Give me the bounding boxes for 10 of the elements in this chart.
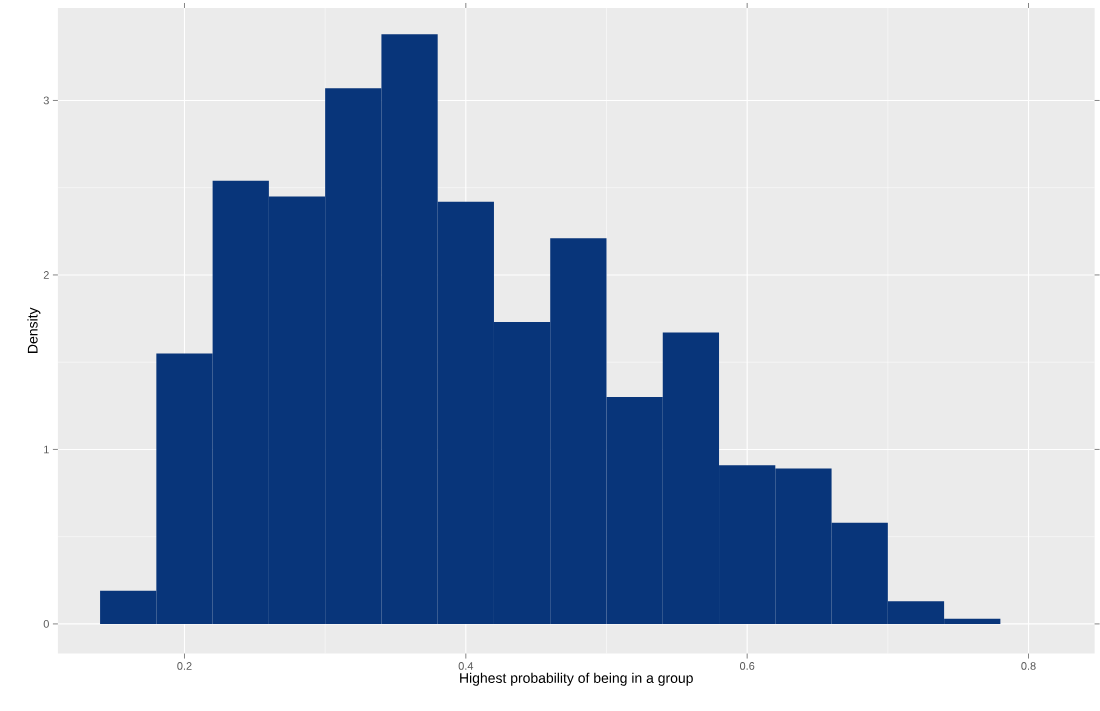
y-axis-title: Density (27, 307, 41, 353)
x-axis-title: Highest probability of being in a group (460, 672, 693, 686)
y-tick-label: 1 (44, 445, 49, 453)
x-tick-label: 0.4 (458, 661, 474, 670)
y-tick-label: 3 (43, 96, 49, 105)
x-tick-label: 0.2 (177, 661, 192, 670)
y-tick-label: 2 (43, 270, 49, 279)
x-tick-label: 0.6 (739, 661, 755, 670)
y-tick-label: 0 (43, 619, 49, 628)
x-tick-label: 0.8 (1021, 661, 1036, 670)
